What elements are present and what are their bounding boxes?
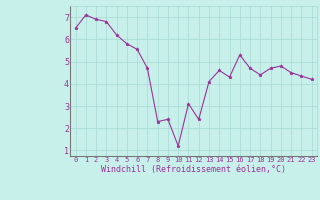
X-axis label: Windchill (Refroidissement éolien,°C): Windchill (Refroidissement éolien,°C)	[101, 165, 286, 174]
